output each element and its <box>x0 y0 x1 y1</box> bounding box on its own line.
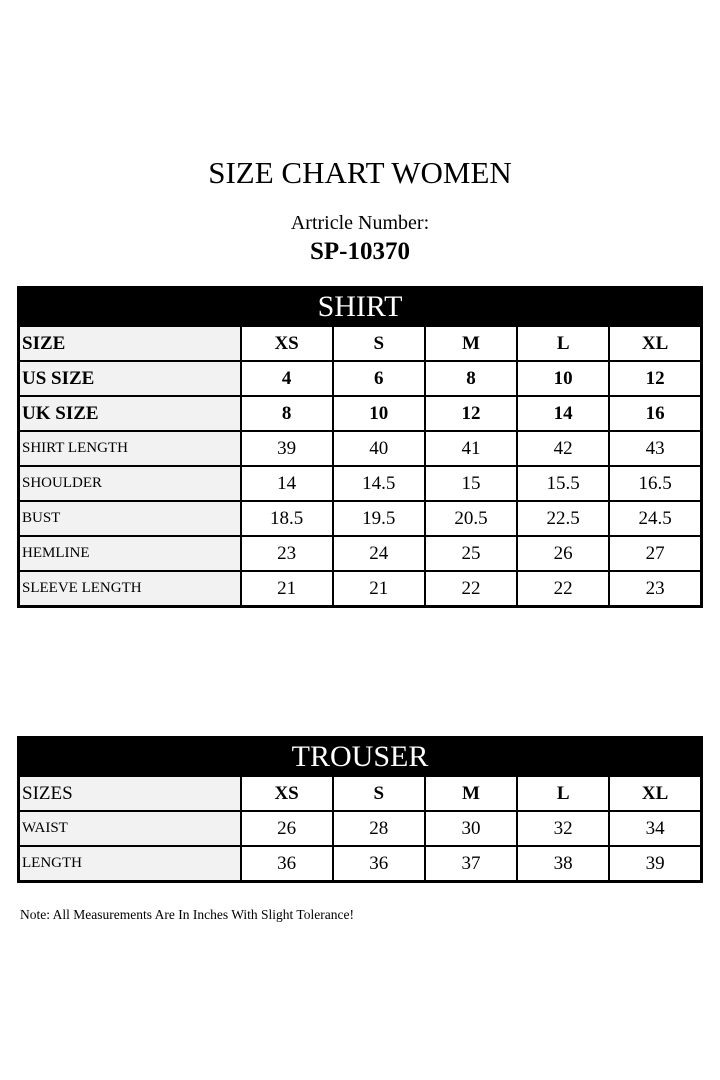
table-row: US SIZE 4 6 8 10 12 <box>17 360 703 397</box>
table-cell: 12 <box>608 360 703 397</box>
table-cell: S <box>331 325 426 362</box>
table-cell: 26 <box>516 535 611 572</box>
table-cell: 23 <box>239 535 334 572</box>
article-label: Artricle Number: <box>290 212 430 234</box>
table-cell: XL <box>608 775 703 812</box>
table-cell: 30 <box>423 810 519 847</box>
trouser-size-table: TROUSER SIZES XS S M L XL WAIST 26 28 30 32 34 LENGTH… <box>17 736 703 883</box>
table-cell: M <box>423 775 519 812</box>
table-cell: 22 <box>423 570 519 608</box>
table-row: SIZES XS S M L XL <box>17 775 703 812</box>
table-row: SHIRT LENGTH 39 40 41 42 43 <box>17 430 703 467</box>
table-cell: 16.5 <box>608 465 703 502</box>
measurement-note: Note: All Measurements Are In Inches Wit… <box>20 907 354 922</box>
table-row: WAIST 26 28 30 32 34 <box>17 810 703 847</box>
table-cell: 40 <box>331 430 426 467</box>
table-cell: M <box>423 325 519 362</box>
table-cell: 10 <box>516 360 611 397</box>
table-cell: 36 <box>239 845 334 883</box>
row-label: SHOULDER <box>17 465 242 502</box>
table-cell: 23 <box>608 570 703 608</box>
table-cell: 14 <box>516 395 611 432</box>
row-label: HEMLINE <box>17 535 242 572</box>
row-label: SIZE <box>17 325 242 362</box>
table-row: HEMLINE 23 24 25 26 27 <box>17 535 703 572</box>
table-cell: 4 <box>239 360 334 397</box>
table-cell: 28 <box>331 810 426 847</box>
row-label: LENGTH <box>17 845 242 883</box>
row-label: BUST <box>17 500 242 537</box>
shirt-size-table: SHIRT SIZE XS S M L XL US SIZE 4 6 8 10 12 UK SIZE 8 10… <box>17 286 703 608</box>
table-cell: XL <box>608 325 703 362</box>
table-cell: L <box>516 775 611 812</box>
table-cell: 8 <box>423 360 519 397</box>
row-label: SHIRT LENGTH <box>17 430 242 467</box>
row-label: UK SIZE <box>17 395 242 432</box>
section-heading: SHIRT <box>18 287 702 326</box>
table-cell: 16 <box>608 395 703 432</box>
article-number: SP-10370 <box>310 238 410 265</box>
table-row: BUST 18.5 19.5 20.5 22.5 24.5 <box>17 500 703 537</box>
table-cell: XS <box>239 325 334 362</box>
table-cell: 24.5 <box>608 500 703 537</box>
table-cell: 22 <box>516 570 611 608</box>
table-cell: 14.5 <box>331 465 426 502</box>
table-cell: 8 <box>239 395 334 432</box>
row-label: WAIST <box>17 810 242 847</box>
table-cell: 25 <box>423 535 519 572</box>
table-cell: 22.5 <box>516 500 611 537</box>
page-title: SIZE CHART WOMEN <box>208 155 512 190</box>
table-cell: 21 <box>239 570 334 608</box>
table-cell: 15 <box>423 465 519 502</box>
table-row: UK SIZE 8 10 12 14 16 <box>17 395 703 432</box>
table-cell: 20.5 <box>423 500 519 537</box>
table-cell: 24 <box>331 535 426 572</box>
table-cell: 32 <box>516 810 611 847</box>
table-cell: 19.5 <box>331 500 426 537</box>
table-cell: 42 <box>516 430 611 467</box>
table-cell: 12 <box>423 395 519 432</box>
table-cell: 27 <box>608 535 703 572</box>
table-cell: 41 <box>423 430 519 467</box>
row-label: US SIZE <box>17 360 242 397</box>
section-heading: TROUSER <box>18 737 702 776</box>
table-cell: XS <box>239 775 334 812</box>
table-cell: 43 <box>608 430 703 467</box>
table-row: SHOULDER 14 14.5 15 15.5 16.5 <box>17 465 703 502</box>
table-cell: 39 <box>239 430 334 467</box>
table-cell: 14 <box>239 465 334 502</box>
table-cell: 6 <box>331 360 426 397</box>
table-cell: L <box>516 325 611 362</box>
table-row: LENGTH 36 36 37 38 39 <box>17 845 703 883</box>
table-cell: 38 <box>516 845 611 883</box>
table-cell: 21 <box>331 570 426 608</box>
table-cell: 36 <box>331 845 426 883</box>
row-label: SIZES <box>17 775 242 812</box>
table-cell: 26 <box>239 810 334 847</box>
table-row: SIZE XS S M L XL <box>17 325 703 362</box>
table-row: SLEEVE LENGTH 21 21 22 22 23 <box>17 570 703 608</box>
row-label: SLEEVE LENGTH <box>17 570 242 608</box>
table-cell: 34 <box>608 810 703 847</box>
table-cell: 39 <box>608 845 703 883</box>
table-cell: 37 <box>423 845 519 883</box>
table-cell: 15.5 <box>516 465 611 502</box>
table-cell: 18.5 <box>239 500 334 537</box>
table-cell: 10 <box>331 395 426 432</box>
table-cell: S <box>331 775 426 812</box>
